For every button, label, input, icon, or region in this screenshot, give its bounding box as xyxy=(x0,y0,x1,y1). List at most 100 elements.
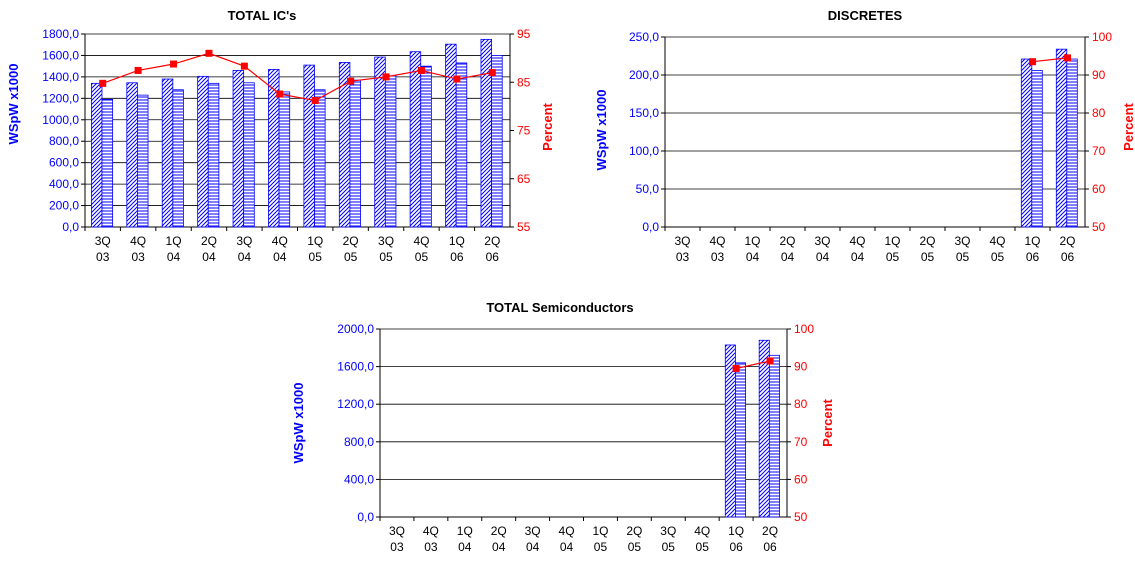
left-tick-label: 200,0 xyxy=(49,199,79,213)
percent-line xyxy=(735,360,771,370)
left-tick-label: 1800,0 xyxy=(42,27,79,41)
x-tick-label-quarter: 1Q xyxy=(449,234,465,248)
left-tick-label: 600,0 xyxy=(49,156,79,170)
x-tick-label-quarter: 2Q xyxy=(779,234,795,248)
x-tick-label-year: 05 xyxy=(696,540,710,554)
bar xyxy=(197,75,209,228)
x-tick-label-year: 06 xyxy=(1061,250,1075,264)
right-axis-label: Percent xyxy=(1121,102,1135,150)
left-tick-label: 150,0 xyxy=(629,106,659,120)
x-tick-label-year: 04 xyxy=(851,250,865,264)
left-tick-label: 0,0 xyxy=(62,220,79,234)
right-tick-label: 70 xyxy=(794,435,808,449)
bar xyxy=(101,99,114,228)
percent-point xyxy=(488,69,496,77)
right-tick-label: 60 xyxy=(794,472,808,486)
left-tick-label: 800,0 xyxy=(344,435,374,449)
left-tick-label: 0,0 xyxy=(357,510,374,524)
left-tick-label: 800,0 xyxy=(49,134,79,148)
bar xyxy=(314,89,326,228)
bar xyxy=(758,339,770,518)
right-tick-label: 100 xyxy=(794,322,814,336)
right-axis-label: Percent xyxy=(540,102,555,150)
x-tick-label-quarter: 4Q xyxy=(989,234,1005,248)
bar xyxy=(90,82,103,228)
bar xyxy=(374,56,386,228)
chart-title: TOTAL IC's xyxy=(228,8,297,23)
bar xyxy=(384,75,397,228)
x-tick-label-year: 05 xyxy=(886,250,900,264)
x-tick-label-quarter: 1Q xyxy=(166,234,182,248)
percent-point xyxy=(134,66,142,74)
x-tick-label-quarter: 3Q xyxy=(378,234,394,248)
x-tick-label-quarter: 2Q xyxy=(343,234,359,248)
percent-point xyxy=(417,66,425,74)
x-tick-label-year: 05 xyxy=(991,250,1005,264)
percent-line xyxy=(1032,57,1068,63)
bar xyxy=(1031,70,1043,228)
x-tick-label-quarter: 3Q xyxy=(660,524,676,538)
x-tick-label-year: 04 xyxy=(202,250,216,264)
left-tick-label: 1600,0 xyxy=(42,48,79,62)
x-tick-label-quarter: 2Q xyxy=(1059,234,1075,248)
left-axis-label: WSpW x1000 xyxy=(6,64,21,145)
x-tick-label-quarter: 2Q xyxy=(919,234,935,248)
left-tick-label: 250,0 xyxy=(629,30,659,44)
right-axis-label: Percent xyxy=(820,398,835,446)
x-tick-label-quarter: 4Q xyxy=(130,234,146,248)
bar xyxy=(768,354,780,518)
chart-discretes: DISCRETES WSpW x1000 Percent 0,0 50,0 100,… xyxy=(594,8,1135,264)
percent-point xyxy=(1064,54,1071,62)
x-tick-label-year: 03 xyxy=(131,250,145,264)
right-tick-label: 90 xyxy=(1092,68,1106,82)
right-tick-label: 65 xyxy=(517,172,531,186)
x-tick-label-year: 06 xyxy=(486,250,500,264)
x-tick-label-year: 03 xyxy=(424,540,438,554)
x-tick-label-quarter: 4Q xyxy=(709,234,725,248)
right-tick-label: 85 xyxy=(517,75,531,89)
x-tick-label-quarter: 1Q xyxy=(457,524,473,538)
x-tick-label-quarter: 3Q xyxy=(814,234,830,248)
percent-point xyxy=(240,62,248,70)
bar xyxy=(1020,58,1033,228)
bar xyxy=(491,55,503,228)
left-tick-label: 1400,0 xyxy=(42,70,79,84)
left-tick-label: 50,0 xyxy=(636,182,660,196)
x-tick-label-year: 05 xyxy=(415,250,429,264)
percent-point xyxy=(276,90,284,98)
x-tick-label-quarter: 2Q xyxy=(762,524,778,538)
x-tick-label-year: 05 xyxy=(344,250,358,264)
x-tick-label-quarter: 2Q xyxy=(201,234,217,248)
x-tick-label-quarter: 4Q xyxy=(272,234,288,248)
x-tick-label-quarter: 3Q xyxy=(95,234,111,248)
bar xyxy=(303,64,315,228)
percent-point xyxy=(453,75,461,83)
right-tick-label: 70 xyxy=(1092,144,1106,158)
x-tick-label-year: 06 xyxy=(763,540,777,554)
left-tick-label: 0,0 xyxy=(642,220,659,234)
right-tick-label: 50 xyxy=(1092,220,1106,234)
x-tick-label-quarter: 1Q xyxy=(592,524,608,538)
x-tick-label-year: 04 xyxy=(781,250,795,264)
bar xyxy=(207,82,220,228)
x-tick-label-year: 05 xyxy=(628,540,642,554)
x-tick-label-year: 04 xyxy=(560,540,574,554)
right-tick-label: 55 xyxy=(517,220,531,234)
percent-point xyxy=(766,357,774,365)
bar xyxy=(409,51,422,228)
percent-line xyxy=(102,52,493,102)
x-tick-label-year: 04 xyxy=(492,540,506,554)
x-tick-label-quarter: 2Q xyxy=(491,524,507,538)
x-tick-label-quarter: 4Q xyxy=(413,234,429,248)
bar xyxy=(278,91,291,228)
x-tick-label-year: 05 xyxy=(309,250,323,264)
x-tick-label-quarter: 3Q xyxy=(954,234,970,248)
x-tick-label-year: 04 xyxy=(526,540,540,554)
right-tick-label: 90 xyxy=(794,360,808,374)
bar xyxy=(455,62,468,228)
bar xyxy=(161,78,174,228)
x-tick-label-year: 05 xyxy=(594,540,608,554)
chart-total-ics: TOTAL IC's WSpW x1000 Percent 0,0 200,0 40… xyxy=(6,8,555,264)
x-tick-label-quarter: 4Q xyxy=(423,524,439,538)
